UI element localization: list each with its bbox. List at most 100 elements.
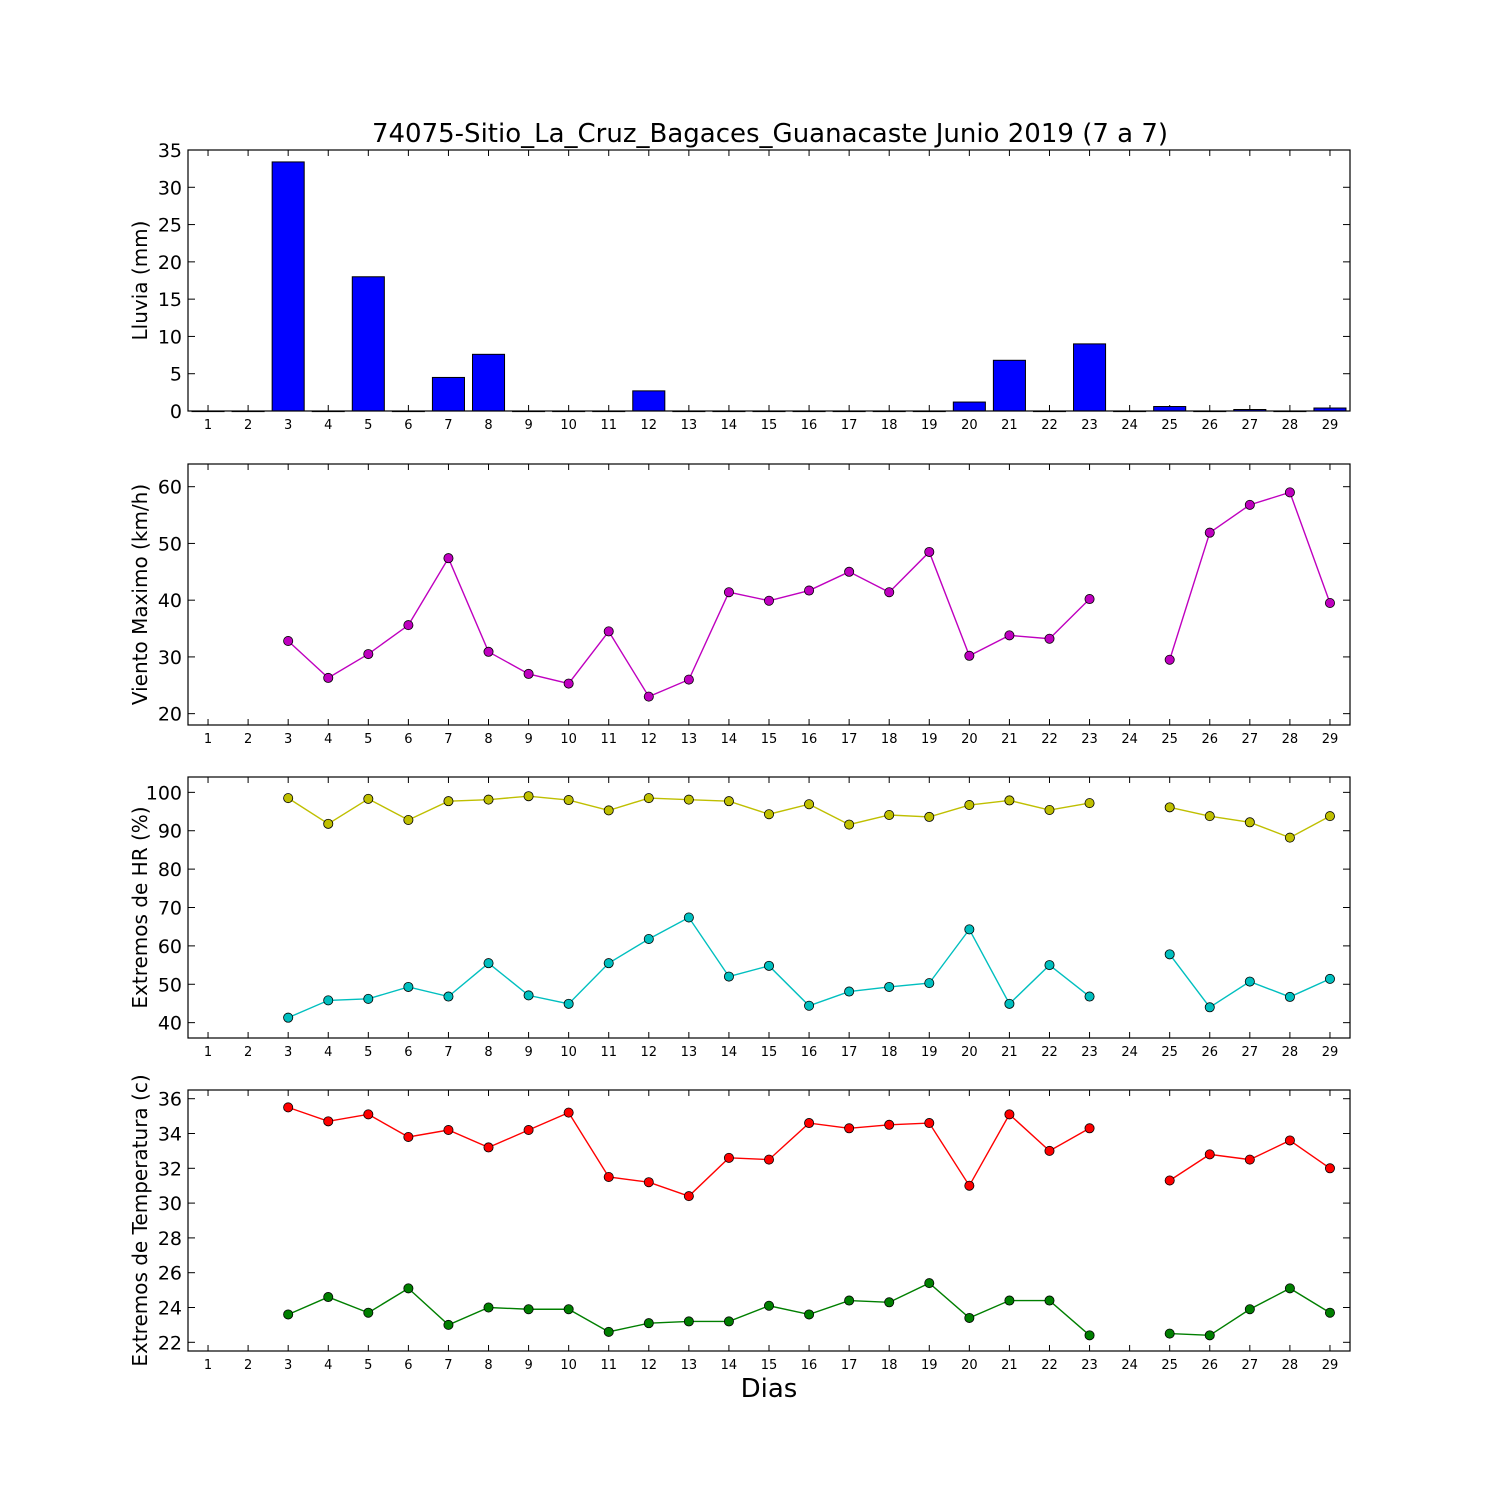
x-tick-label: 10: [560, 418, 577, 433]
data-point: [1204, 1002, 1215, 1013]
data-point: [1004, 998, 1015, 1009]
y-tick-label: 32: [158, 1158, 182, 1180]
data-point: [1244, 976, 1255, 987]
y-axis-label: Lluvia (mm): [128, 221, 152, 341]
data-point: [1164, 949, 1175, 960]
data-point: [924, 811, 935, 822]
x-tick-label: 10: [560, 732, 577, 747]
y-axis-label: Extremos de HR (%): [128, 806, 152, 1008]
data-point: [683, 674, 694, 685]
x-tick-label: 11: [600, 1358, 617, 1373]
x-tick-label: 16: [801, 732, 818, 747]
y-tick-label: 40: [158, 590, 182, 612]
series-1: [283, 487, 1335, 702]
data-point: [924, 1278, 935, 1289]
data-point: [1324, 973, 1335, 984]
bar: [1153, 406, 1187, 412]
x-tick-label: 17: [841, 1045, 858, 1060]
x-tick-label: 15: [761, 418, 778, 433]
data-point: [523, 990, 534, 1001]
data-point: [1244, 817, 1255, 828]
data-point: [323, 672, 334, 683]
x-tick-label: 13: [681, 1358, 698, 1373]
data-point: [283, 793, 294, 804]
data-point: [483, 958, 494, 969]
x-tick-label: 22: [1041, 1358, 1058, 1373]
x-tick-label: 24: [1121, 418, 1138, 433]
data-point: [363, 993, 374, 1004]
data-point: [1324, 598, 1335, 609]
y-axis-label: Extremos de Temperatura (c): [128, 1074, 152, 1366]
data-point: [403, 981, 414, 992]
series-line: [1169, 491, 1331, 660]
x-tick-label: 14: [721, 732, 738, 747]
x-tick-label: 21: [1001, 1045, 1018, 1060]
y-tick-label: 20: [158, 252, 182, 274]
data-point: [764, 960, 775, 971]
data-point: [1004, 1109, 1015, 1120]
data-point: [523, 668, 534, 679]
data-point: [563, 1304, 574, 1315]
x-tick-label: 13: [681, 732, 698, 747]
x-tick-label: 3: [284, 1045, 292, 1060]
bar: [952, 401, 986, 412]
data-point: [964, 924, 975, 935]
y-tick-label: 20: [158, 704, 182, 726]
x-tick-label: 2: [244, 1045, 252, 1060]
x-tick-label: 27: [1242, 732, 1259, 747]
data-point: [1084, 594, 1095, 605]
x-tick-label: 16: [801, 418, 818, 433]
data-point: [603, 1326, 614, 1337]
x-tick-label: 5: [364, 1045, 372, 1060]
data-point: [1204, 1330, 1215, 1341]
y-tick-label: 60: [158, 936, 182, 958]
y-tick-label: 28: [158, 1228, 182, 1250]
y-tick-label: 50: [158, 974, 182, 996]
data-point: [643, 793, 654, 804]
data-point: [523, 791, 534, 802]
y-tick-label: 40: [158, 1013, 182, 1035]
x-tick-label: 21: [1001, 1358, 1018, 1373]
x-tick-label: 8: [484, 732, 492, 747]
data-point: [844, 1123, 855, 1134]
x-tick-label: 3: [284, 418, 292, 433]
x-tick-label: 12: [641, 732, 658, 747]
x-tick-label: 3: [284, 732, 292, 747]
y-tick-label: 36: [158, 1089, 182, 1111]
data-point: [723, 971, 734, 982]
data-point: [363, 793, 374, 804]
x-tick-label: 4: [324, 732, 332, 747]
x-tick-label: 9: [524, 1358, 532, 1373]
data-point: [723, 1152, 734, 1163]
x-tick-label: 6: [404, 732, 412, 747]
data-point: [1204, 527, 1215, 538]
data-point: [1084, 1123, 1095, 1134]
x-tick-label: 1: [204, 732, 212, 747]
data-point: [804, 1118, 815, 1129]
x-tick-label: 28: [1282, 418, 1299, 433]
data-point: [643, 1318, 654, 1329]
x-tick-label: 1: [204, 418, 212, 433]
plot-frame: [187, 1089, 1351, 1352]
x-tick-label: 28: [1282, 732, 1299, 747]
x-tick-label: 18: [881, 418, 898, 433]
x-tick-label: 15: [761, 732, 778, 747]
data-point: [483, 794, 494, 805]
bar: [1073, 343, 1107, 412]
x-tick-label: 4: [324, 1045, 332, 1060]
x-tick-label: 22: [1041, 1045, 1058, 1060]
x-tick-label: 10: [560, 1045, 577, 1060]
data-point: [443, 1125, 454, 1136]
bar: [632, 390, 666, 412]
data-point: [844, 1295, 855, 1306]
series-1: [283, 791, 1335, 843]
x-tick-label: 11: [600, 732, 617, 747]
x-tick-label: 26: [1201, 1045, 1218, 1060]
x-tick-label: 24: [1121, 1358, 1138, 1373]
data-point: [283, 636, 294, 647]
data-point: [1164, 654, 1175, 665]
x-tick-label: 5: [364, 732, 372, 747]
data-point: [884, 587, 895, 598]
